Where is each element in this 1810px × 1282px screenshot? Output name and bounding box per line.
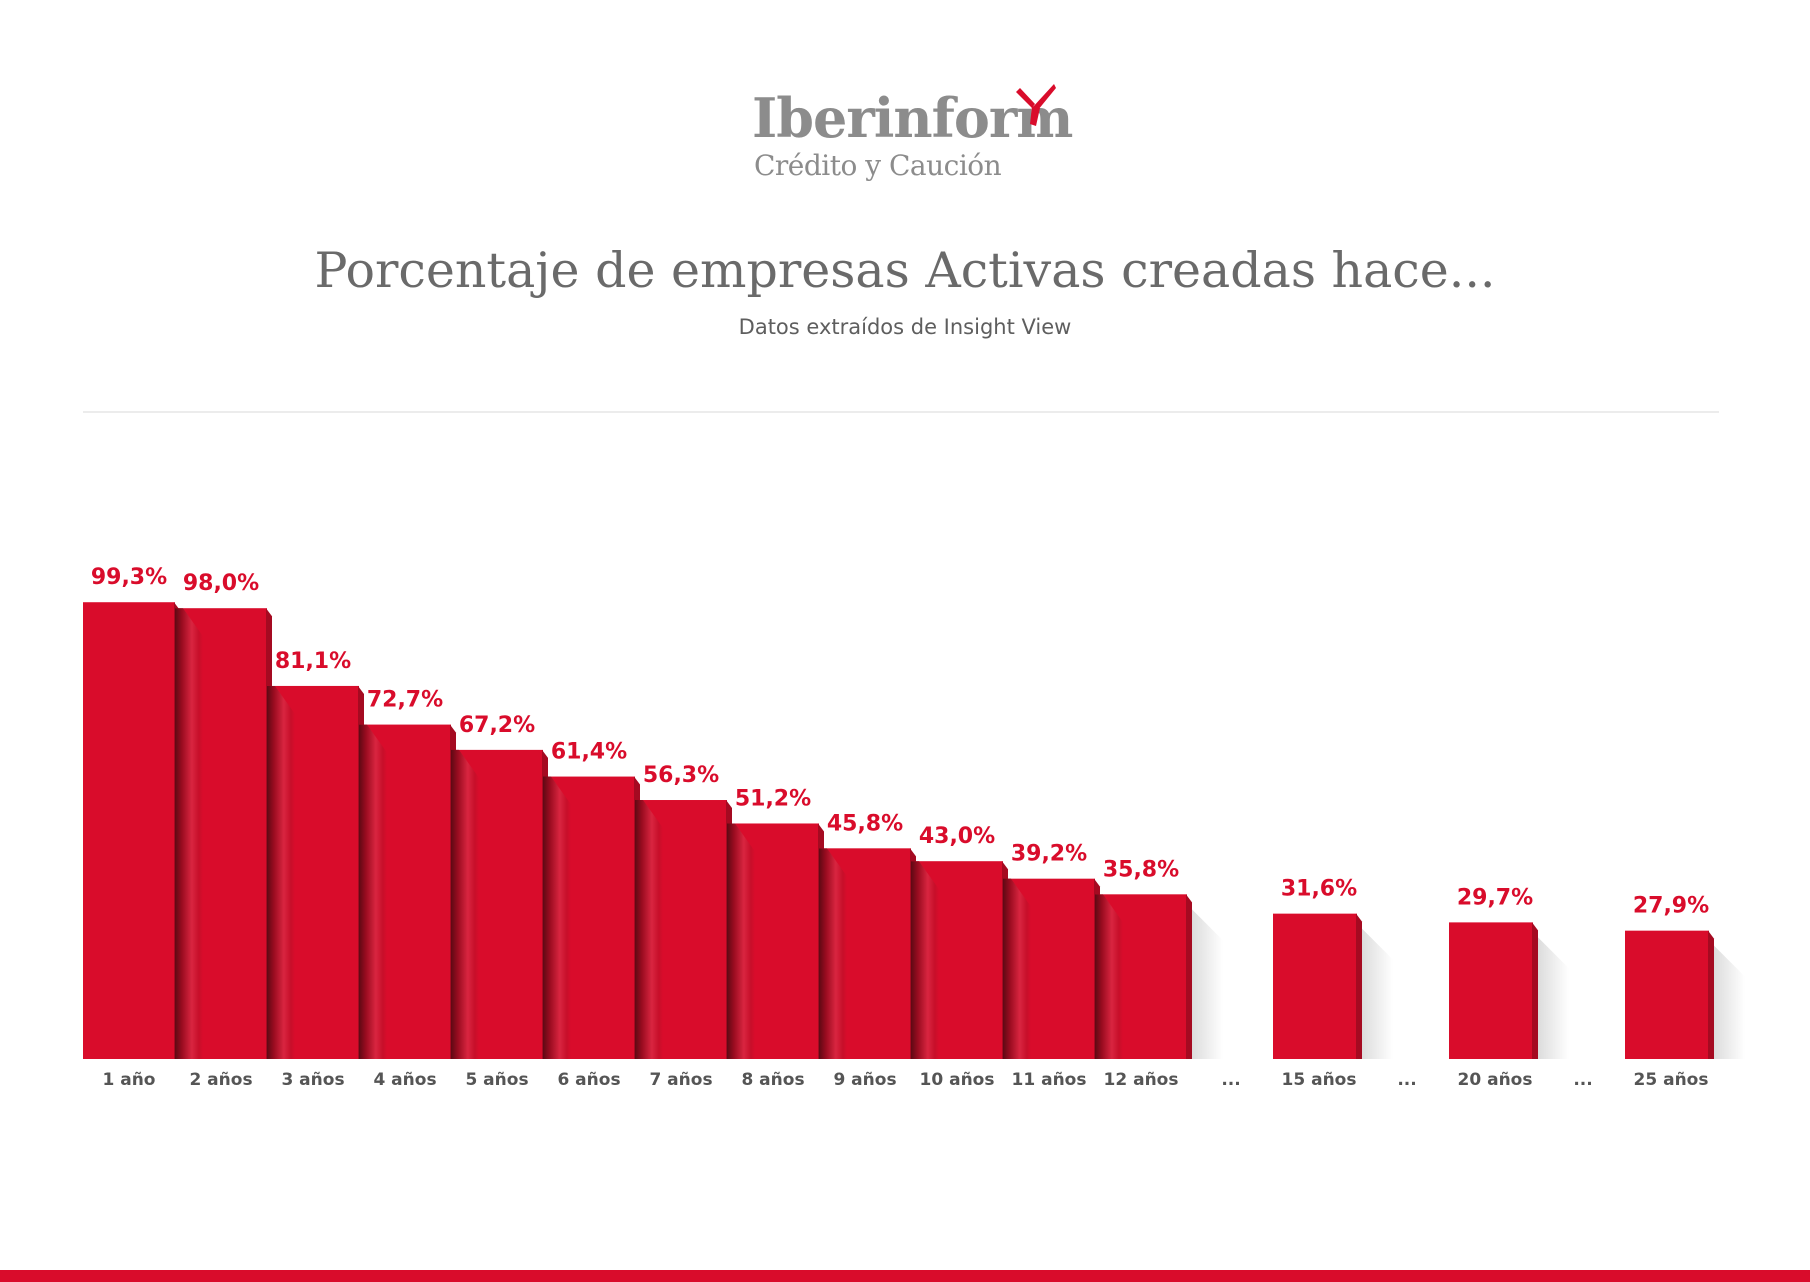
logo: Iberinform Crédito y Caución	[752, 84, 1073, 188]
value-label: 67,2%	[459, 713, 535, 738]
value-label: 61,4%	[551, 740, 627, 765]
category-label: 4 años	[373, 1070, 436, 1090]
bar-bevel	[1356, 913, 1362, 1059]
category-label: ...	[1221, 1070, 1240, 1090]
bar-side	[359, 724, 387, 1059]
category-label: 7 años	[649, 1070, 712, 1090]
footer-bar	[0, 1270, 1810, 1282]
propeller-icon	[1016, 84, 1056, 126]
bar	[1273, 913, 1357, 1059]
bar-side	[819, 848, 847, 1059]
value-label: 31,6%	[1281, 877, 1357, 902]
category-label: 5 años	[465, 1070, 528, 1090]
category-label: 2 años	[189, 1070, 252, 1090]
bar-side	[1095, 894, 1123, 1059]
value-label: 72,7%	[367, 688, 443, 713]
bar-side	[267, 685, 295, 1059]
value-label: 27,9%	[1633, 894, 1709, 919]
page-title: Porcentaje de empresas Activas creadas h…	[314, 242, 1496, 299]
category-label: 15 años	[1282, 1070, 1357, 1090]
value-label: 81,1%	[275, 649, 351, 674]
bar-bevel	[1186, 894, 1192, 1059]
bar-side	[1003, 878, 1031, 1059]
bar-side	[727, 823, 755, 1059]
category-label: 11 años	[1012, 1070, 1087, 1090]
category-label: ...	[1397, 1070, 1416, 1090]
value-label: 45,8%	[827, 811, 903, 836]
value-label: 98,0%	[183, 571, 259, 596]
bar-shadow	[1187, 904, 1223, 1059]
value-label: 51,2%	[735, 786, 811, 811]
bar-side	[635, 800, 663, 1059]
value-label: 39,2%	[1011, 842, 1087, 867]
category-label: 25 años	[1634, 1070, 1709, 1090]
category-label: 9 años	[833, 1070, 896, 1090]
logo-name: Iberinform	[752, 86, 1073, 150]
category-label: 12 años	[1104, 1070, 1179, 1090]
divider	[83, 411, 1719, 413]
bar-shadow	[1357, 923, 1393, 1059]
bar-shadow	[1533, 932, 1569, 1059]
bar-shadow	[1709, 940, 1745, 1059]
bar-side	[543, 776, 571, 1059]
bar-side	[451, 749, 479, 1059]
category-label: 1 año	[102, 1070, 155, 1090]
bar-side	[175, 608, 203, 1059]
value-label: 29,7%	[1457, 885, 1533, 910]
category-label: 6 años	[557, 1070, 620, 1090]
value-label: 56,3%	[643, 763, 719, 788]
bar	[1625, 930, 1709, 1059]
category-label: 20 años	[1458, 1070, 1533, 1090]
value-label: 99,3%	[91, 565, 167, 590]
bar-bevel	[1532, 922, 1538, 1059]
value-label: 35,8%	[1103, 857, 1179, 882]
logo-tagline: Crédito y Caución	[754, 149, 1002, 182]
category-label: 8 años	[741, 1070, 804, 1090]
bar-side	[911, 861, 939, 1059]
category-label: 3 años	[281, 1070, 344, 1090]
category-label: 10 años	[920, 1070, 995, 1090]
bar	[83, 602, 175, 1059]
bar	[1449, 922, 1533, 1059]
category-label: ...	[1573, 1070, 1592, 1090]
bar-bevel	[1708, 930, 1714, 1059]
page-subtitle: Datos extraídos de Insight View	[738, 315, 1072, 339]
value-label: 43,0%	[919, 824, 995, 849]
